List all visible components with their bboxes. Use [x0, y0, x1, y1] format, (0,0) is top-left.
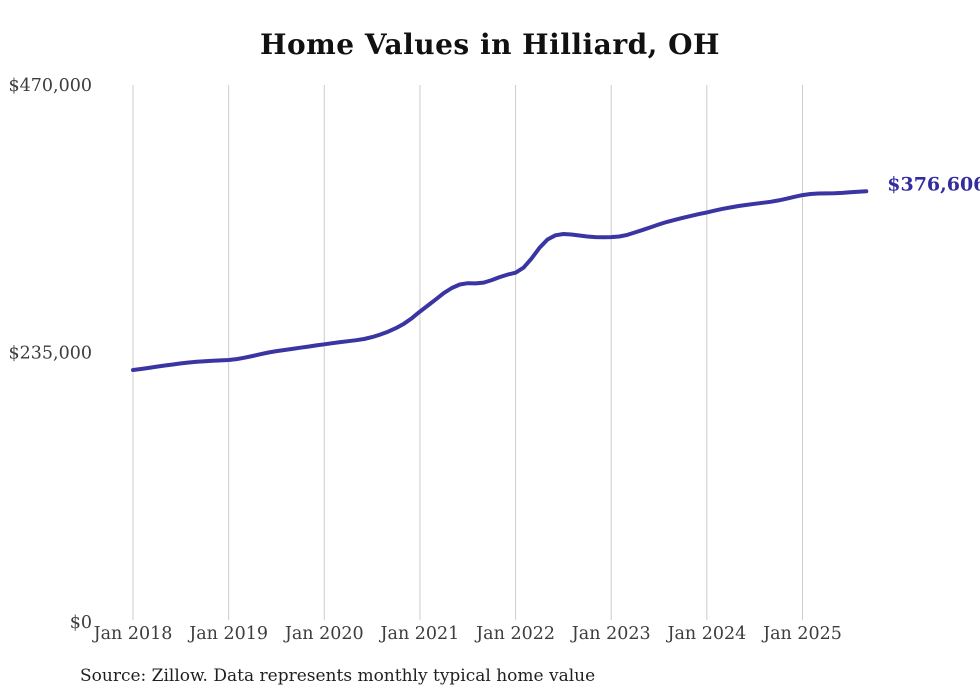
x-tick-label: Jan 2020 [283, 624, 364, 644]
x-tick-label: Jan 2021 [379, 624, 460, 644]
y-tick-label: $235,000 [8, 344, 92, 364]
x-tick-label: Jan 2025 [761, 624, 842, 644]
x-tick-label: Jan 2023 [570, 624, 651, 644]
x-tick-label: Jan 2024 [665, 624, 746, 644]
y-tick-label: $0 [70, 613, 92, 633]
x-tick-label: Jan 2022 [474, 624, 555, 644]
chart-title: Home Values in Hilliard, OH [260, 28, 720, 61]
y-tick-label: $470,000 [8, 76, 92, 96]
current-value-label: $376,606 [887, 173, 980, 195]
home-value-line [131, 189, 869, 372]
x-tick-label: Jan 2018 [92, 624, 173, 644]
x-tick-label: Jan 2019 [187, 624, 268, 644]
source-note: Source: Zillow. Data represents monthly … [80, 666, 596, 686]
